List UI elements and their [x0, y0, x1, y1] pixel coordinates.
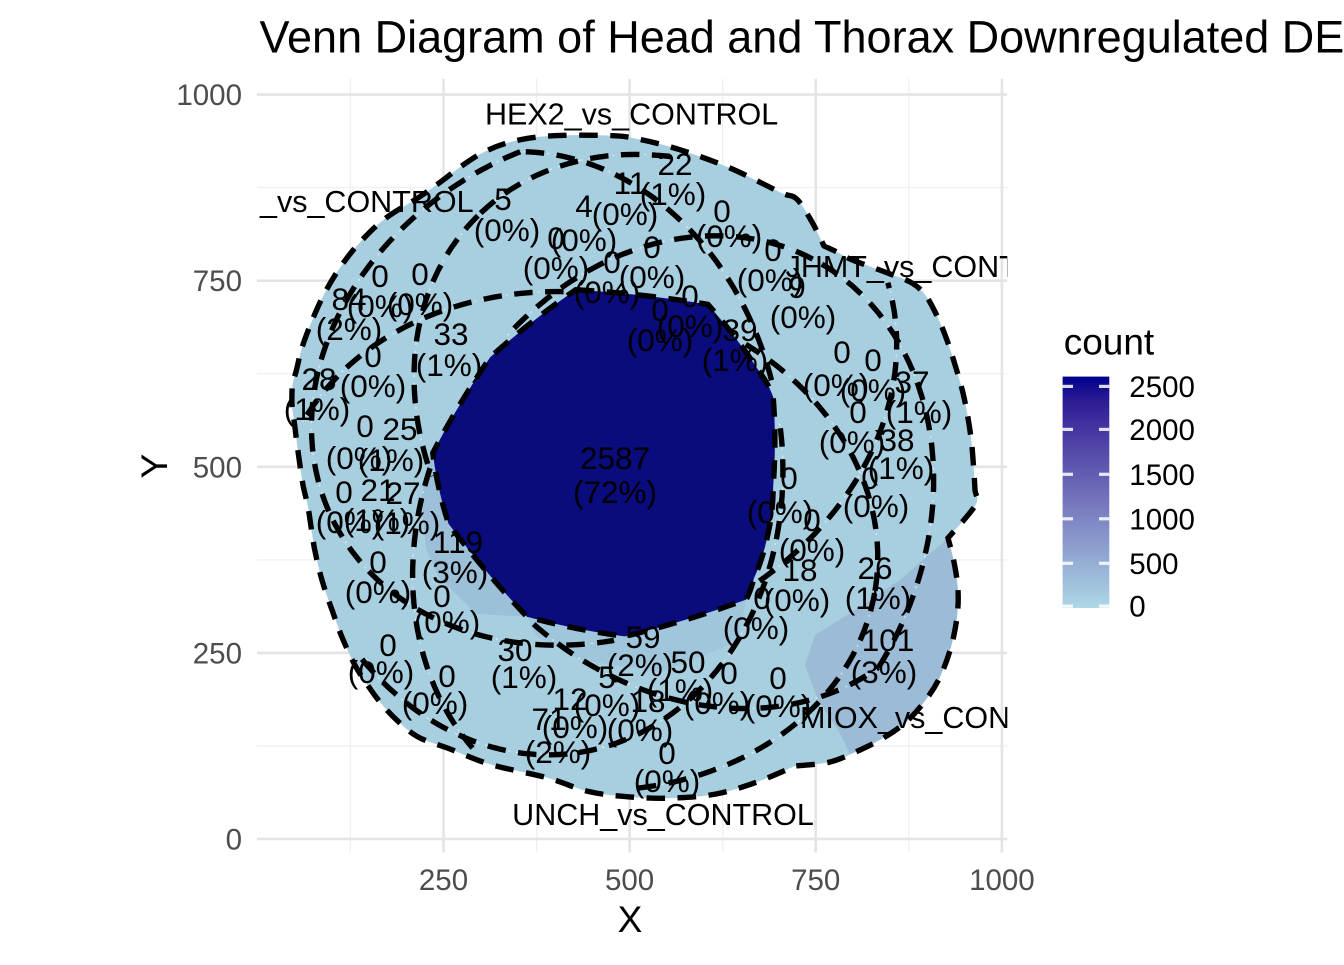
svg-text:UNCH_vs_CONTROL: UNCH_vs_CONTROL [512, 798, 814, 832]
svg-text:(0%): (0%) [684, 685, 751, 721]
svg-text:750: 750 [193, 265, 242, 298]
svg-text:101: 101 [862, 622, 915, 658]
svg-text:(1%): (1%) [284, 391, 351, 427]
svg-text:X: X [618, 899, 643, 940]
svg-text:500: 500 [1129, 548, 1178, 581]
svg-text:(1%): (1%) [702, 342, 769, 378]
svg-text:2587: 2587 [580, 440, 650, 476]
svg-text:0: 0 [833, 334, 851, 370]
svg-text:(0%): (0%) [779, 532, 846, 568]
svg-text:(0%): (0%) [770, 299, 837, 335]
svg-text:2000: 2000 [1129, 414, 1195, 447]
svg-text:(1%): (1%) [374, 505, 441, 541]
svg-text:HEX2_vs_CONTROL: HEX2_vs_CONTROL [485, 97, 778, 131]
svg-text:0: 0 [356, 408, 374, 444]
svg-text:(0%): (0%) [843, 488, 910, 524]
svg-text:750: 750 [791, 864, 840, 897]
svg-text:(0%): (0%) [840, 372, 907, 408]
svg-text:Venn Diagram of Head and Thora: Venn Diagram of Head and Thorax Downregu… [260, 12, 1344, 63]
svg-text:(0%): (0%) [345, 574, 412, 610]
svg-text:(0%): (0%) [634, 763, 701, 799]
svg-text:(2%): (2%) [525, 734, 592, 770]
svg-text:(0%): (0%) [474, 212, 541, 248]
svg-text:500: 500 [193, 451, 242, 484]
svg-text:(3%): (3%) [422, 554, 489, 590]
svg-text:1500: 1500 [1129, 459, 1195, 492]
svg-text:0: 0 [1129, 591, 1145, 624]
svg-text:(3%): (3%) [851, 654, 918, 690]
svg-text:(1%): (1%) [845, 580, 912, 616]
svg-text:(0%): (0%) [402, 685, 469, 721]
svg-text:(1%): (1%) [416, 347, 483, 383]
svg-text:250: 250 [193, 637, 242, 670]
svg-text:0: 0 [226, 824, 242, 857]
svg-text:4: 4 [575, 188, 593, 224]
svg-text:2500: 2500 [1129, 371, 1195, 404]
svg-text:Y: Y [134, 454, 175, 479]
svg-text:(0%): (0%) [819, 424, 886, 460]
svg-text:250: 250 [419, 864, 468, 897]
svg-text:_vs_CONTROL: _vs_CONTROL [259, 185, 474, 219]
svg-text:count: count [1064, 322, 1155, 363]
svg-text:500: 500 [605, 864, 654, 897]
svg-text:(0%): (0%) [574, 274, 641, 310]
svg-text:(0%): (0%) [414, 604, 481, 640]
svg-text:(0%): (0%) [723, 610, 790, 646]
svg-text:0: 0 [780, 460, 798, 496]
svg-text:1000: 1000 [1129, 503, 1195, 536]
svg-text:1000: 1000 [176, 79, 242, 112]
svg-text:71: 71 [531, 701, 566, 737]
svg-text:(0%): (0%) [627, 322, 694, 358]
svg-text:(1%): (1%) [491, 659, 558, 695]
svg-text:(0%): (0%) [696, 218, 763, 254]
svg-text:(72%): (72%) [573, 474, 657, 510]
svg-text:1000: 1000 [969, 864, 1035, 897]
